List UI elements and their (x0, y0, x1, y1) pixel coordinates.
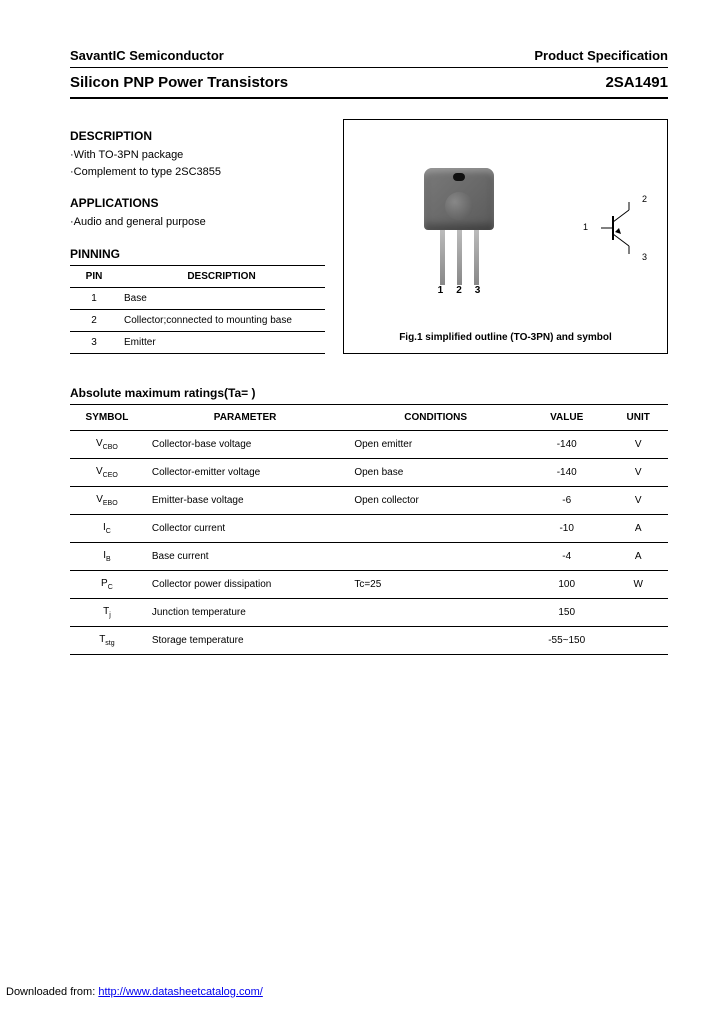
doc-type: Product Specification (534, 48, 668, 63)
ratings-parameter: Junction temperature (144, 599, 347, 627)
pinning-table: PIN DESCRIPTION 1 Base 2 Collector;conne… (70, 265, 325, 354)
ratings-value: -4 (525, 543, 608, 571)
table-row: VEBOEmitter-base voltageOpen collector-6… (70, 487, 668, 515)
package-die-icon (445, 192, 473, 220)
ratings-symbol: VEBO (70, 487, 144, 515)
description-heading: DESCRIPTION (70, 129, 325, 143)
lead-icon (440, 230, 445, 285)
ratings-conditions (346, 543, 525, 571)
table-row: TjJunction temperature 150 (70, 599, 668, 627)
footer-link[interactable]: http://www.datasheetcatalog.com/ (98, 986, 262, 998)
ratings-parameter: Emitter-base voltage (144, 487, 347, 515)
ratings-col-symbol: SYMBOL (70, 405, 144, 431)
pin-desc: Base (118, 287, 325, 309)
ratings-parameter: Storage temperature (144, 627, 347, 655)
table-row: IBBase current -4A (70, 543, 668, 571)
ratings-col-conditions: CONDITIONS (346, 405, 525, 431)
ratings-parameter: Collector current (144, 515, 347, 543)
transistor-symbol-icon: 2 1 3 (589, 198, 645, 258)
ratings-conditions: Open collector (346, 487, 525, 515)
ratings-value: -55~150 (525, 627, 608, 655)
ratings-col-unit: UNIT (608, 405, 668, 431)
ratings-symbol: PC (70, 571, 144, 599)
figure-box: 1 2 3 2 1 (343, 119, 668, 354)
company-name: SavantIC Semiconductor (70, 48, 224, 63)
ratings-col-value: VALUE (525, 405, 608, 431)
figure-caption: Fig.1 simplified outline (TO-3PN) and sy… (344, 332, 667, 343)
ratings-symbol: Tstg (70, 627, 144, 655)
table-row: TstgStorage temperature -55~150 (70, 627, 668, 655)
ratings-conditions (346, 515, 525, 543)
table-row: 2 Collector;connected to mounting base (70, 309, 325, 331)
ratings-conditions: Open base (346, 459, 525, 487)
package-body-icon (424, 168, 494, 230)
description-line-1: ·Complement to type 2SC3855 (70, 164, 325, 181)
ratings-value: -140 (525, 431, 608, 459)
pin-num: 1 (70, 287, 118, 309)
product-line: Silicon PNP Power Transistors (70, 74, 288, 91)
applications-line-0: ·Audio and general purpose (70, 214, 325, 231)
package-drawing: 1 2 3 (414, 168, 504, 296)
part-number: 2SA1491 (605, 74, 668, 91)
ratings-unit: W (608, 571, 668, 599)
ratings-value: -10 (525, 515, 608, 543)
ratings-parameter: Collector-emitter voltage (144, 459, 347, 487)
symbol-label-emitter: 3 (642, 252, 647, 262)
table-row: VCEOCollector-emitter voltageOpen base-1… (70, 459, 668, 487)
ratings-conditions: Tc=25 (346, 571, 525, 599)
footer: Downloaded from: http://www.datasheetcat… (6, 986, 263, 998)
lead-icon (474, 230, 479, 285)
ratings-unit (608, 599, 668, 627)
symbol-label-base: 1 (583, 222, 588, 232)
pin-num: 3 (70, 331, 118, 353)
ratings-conditions: Open emitter (346, 431, 525, 459)
ratings-col-parameter: PARAMETER (144, 405, 347, 431)
header-row: SavantIC Semiconductor Product Specifica… (70, 48, 668, 68)
table-row: 1 Base (70, 287, 325, 309)
ratings-symbol: Tj (70, 599, 144, 627)
table-row: VCBOCollector-base voltageOpen emitter-1… (70, 431, 668, 459)
ratings-unit: A (608, 543, 668, 571)
ratings-symbol: VCEO (70, 459, 144, 487)
pin-col-desc: DESCRIPTION (118, 265, 325, 287)
ratings-value: -140 (525, 459, 608, 487)
ratings-unit: V (608, 431, 668, 459)
pin-desc: Collector;connected to mounting base (118, 309, 325, 331)
ratings-unit (608, 627, 668, 655)
table-row: ICCollector current -10A (70, 515, 668, 543)
description-line-0: ·With TO-3PN package (70, 147, 325, 164)
ratings-parameter: Base current (144, 543, 347, 571)
ratings-value: -6 (525, 487, 608, 515)
ratings-conditions (346, 627, 525, 655)
pinning-heading: PINNING (70, 247, 325, 261)
package-hole-icon (453, 173, 465, 181)
lead-label: 1 (438, 285, 444, 296)
ratings-parameter: Collector power dissipation (144, 571, 347, 599)
ratings-heading: Absolute maximum ratings(Ta= ) (70, 386, 668, 400)
applications-heading: APPLICATIONS (70, 196, 325, 210)
ratings-table: SYMBOL PARAMETER CONDITIONS VALUE UNIT V… (70, 404, 668, 655)
table-row: 3 Emitter (70, 331, 325, 353)
lead-label: 3 (475, 285, 481, 296)
ratings-unit: A (608, 515, 668, 543)
ratings-value: 150 (525, 599, 608, 627)
ratings-unit: V (608, 459, 668, 487)
ratings-symbol: IB (70, 543, 144, 571)
ratings-parameter: Collector-base voltage (144, 431, 347, 459)
pin-col-pin: PIN (70, 265, 118, 287)
pin-desc: Emitter (118, 331, 325, 353)
pin-num: 2 (70, 309, 118, 331)
lead-icon (457, 230, 462, 285)
lead-label: 2 (456, 285, 462, 296)
ratings-value: 100 (525, 571, 608, 599)
footer-prefix: Downloaded from: (6, 986, 98, 998)
table-row: PCCollector power dissipationTc=25 100W (70, 571, 668, 599)
ratings-unit: V (608, 487, 668, 515)
ratings-symbol: VCBO (70, 431, 144, 459)
ratings-symbol: IC (70, 515, 144, 543)
symbol-label-collector: 2 (642, 194, 647, 204)
subheader-row: Silicon PNP Power Transistors 2SA1491 (70, 68, 668, 99)
ratings-conditions (346, 599, 525, 627)
